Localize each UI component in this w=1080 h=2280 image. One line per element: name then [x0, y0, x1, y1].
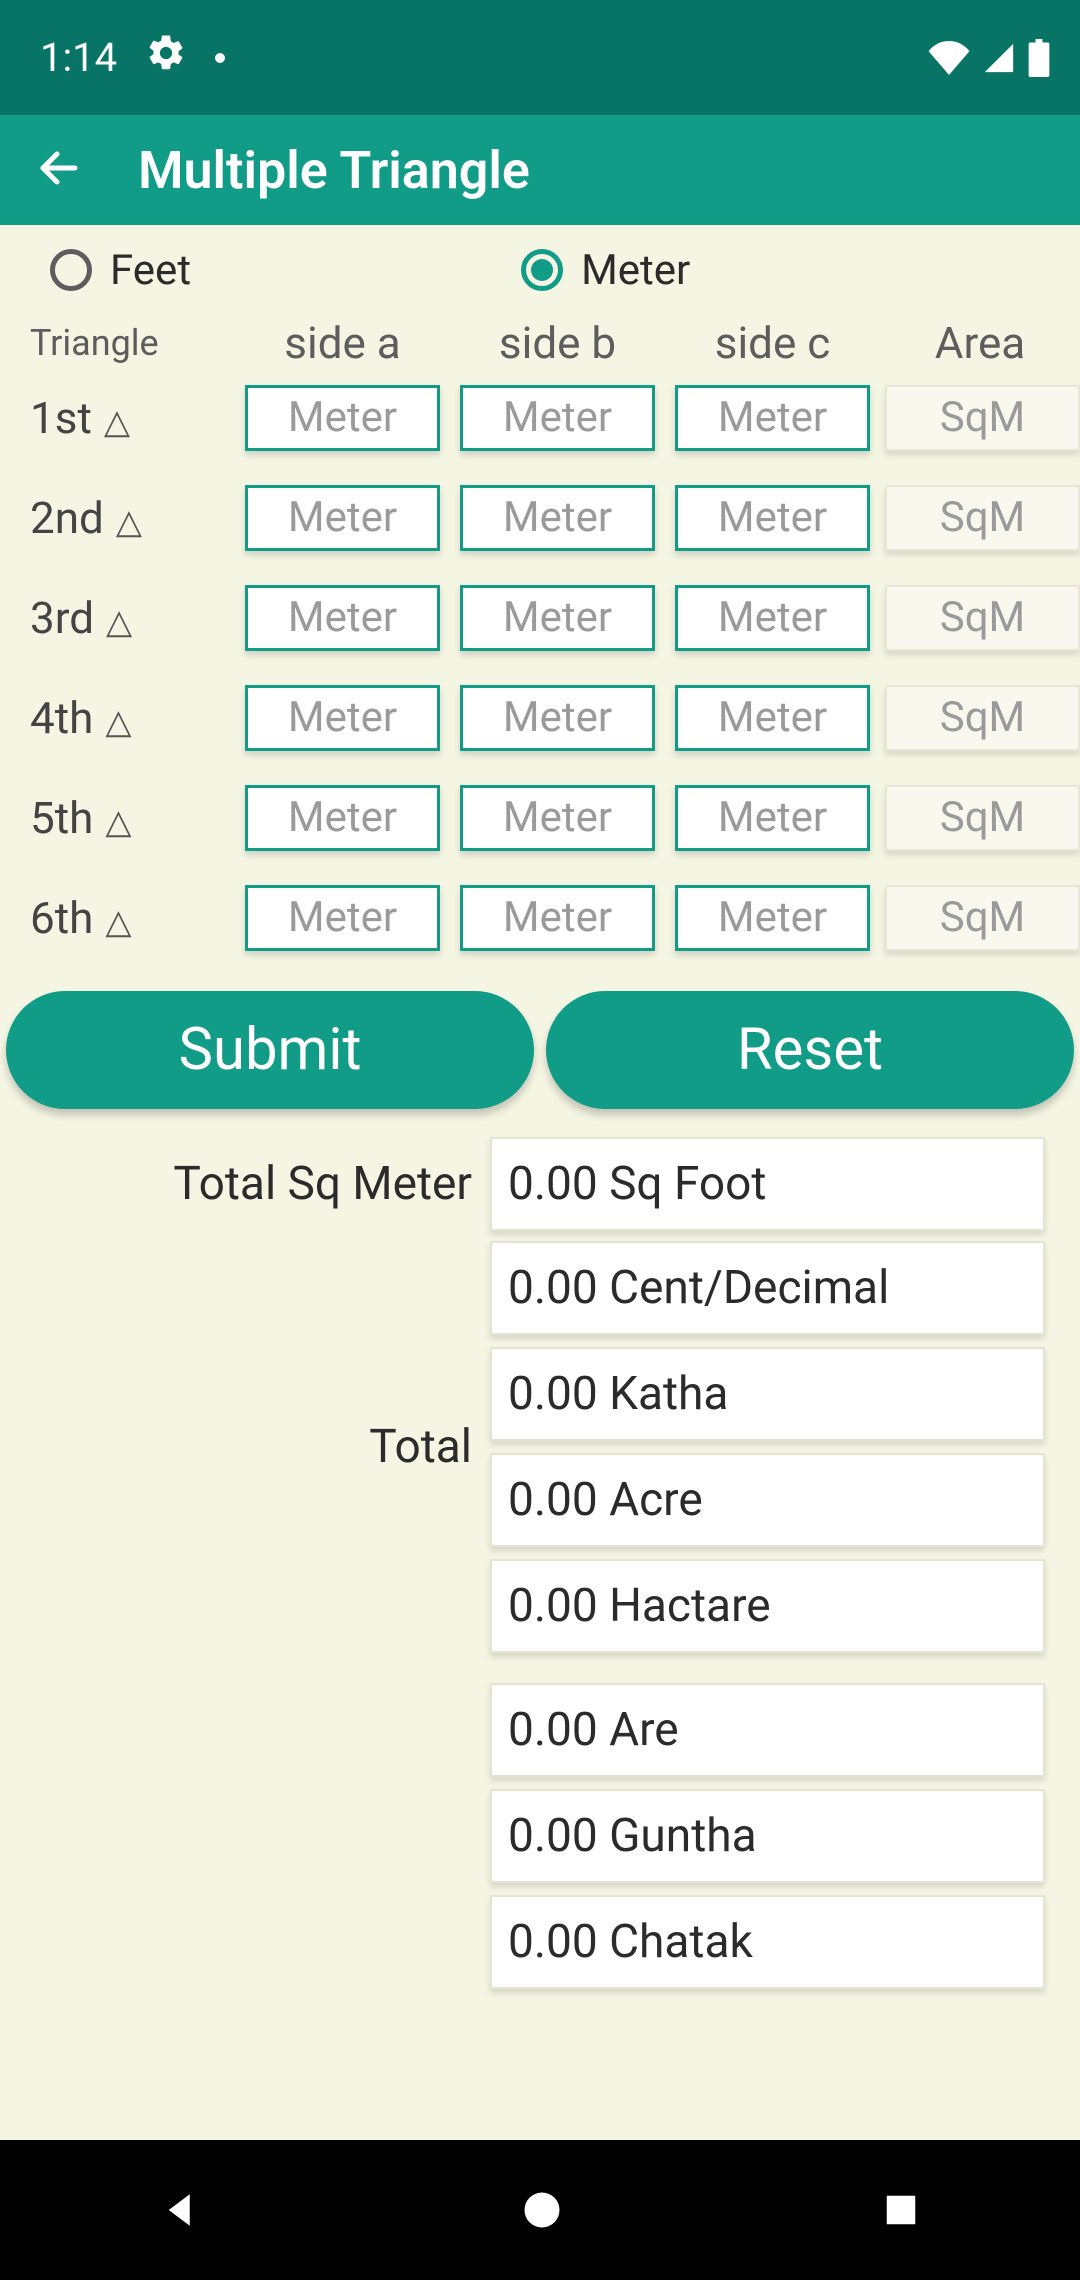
- row-label: 3rd△: [30, 592, 235, 644]
- side-c-input[interactable]: Meter: [675, 385, 870, 451]
- area-output: SqM: [885, 685, 1080, 751]
- table-header: Triangle side a side b side c Area: [30, 317, 1070, 369]
- unit-selector: Feet Meter: [0, 225, 1080, 305]
- triangle-icon: △: [105, 705, 131, 739]
- result-value: 0.00 Chatak: [490, 1895, 1045, 1989]
- col-side-c: side c: [665, 317, 880, 369]
- radio-meter-icon: [521, 249, 563, 291]
- result-value: 0.00 Are: [490, 1683, 1045, 1777]
- side-c-input[interactable]: Meter: [675, 485, 870, 551]
- side-c-input[interactable]: Meter: [675, 585, 870, 651]
- system-nav-bar: [0, 2140, 1080, 2280]
- side-b-input[interactable]: Meter: [460, 785, 655, 851]
- row-label: 4th△: [30, 692, 235, 744]
- result-value: 0.00 Hactare: [490, 1559, 1045, 1653]
- side-c-input[interactable]: Meter: [675, 885, 870, 951]
- side-b-input[interactable]: Meter: [460, 885, 655, 951]
- side-a-input[interactable]: Meter: [245, 885, 440, 951]
- battery-icon: [1028, 39, 1050, 77]
- side-a-input[interactable]: Meter: [245, 785, 440, 851]
- table-row: 4th△MeterMeterMeterSqM: [30, 685, 1070, 751]
- result-value: 0.00 Katha: [490, 1347, 1045, 1441]
- area-output: SqM: [885, 385, 1080, 451]
- action-row: Submit Reset: [0, 985, 1080, 1109]
- reset-button[interactable]: Reset: [546, 991, 1074, 1109]
- result-value: 0.00 Guntha: [490, 1789, 1045, 1883]
- nav-home-icon[interactable]: [521, 2189, 563, 2231]
- triangle-icon: △: [105, 905, 131, 939]
- page-title: Multiple Triangle: [138, 140, 530, 201]
- row-label: 2nd△: [30, 492, 235, 544]
- content: Feet Meter Triangle side a side b side c…: [0, 225, 1080, 2140]
- radio-feet[interactable]: Feet: [50, 246, 191, 295]
- col-triangle: Triangle: [30, 322, 235, 364]
- nav-recent-icon[interactable]: [882, 2191, 920, 2229]
- side-b-input[interactable]: Meter: [460, 485, 655, 551]
- back-icon[interactable]: [35, 144, 83, 196]
- area-output: SqM: [885, 785, 1080, 851]
- results-section: Total Sq Meter 0.00 Sq Foot Total 0.00 C…: [0, 1109, 1080, 1989]
- table-row: 2nd△MeterMeterMeterSqM: [30, 485, 1070, 551]
- table-row: 5th△MeterMeterMeterSqM: [30, 785, 1070, 851]
- row-label: 6th△: [30, 892, 235, 944]
- submit-button[interactable]: Submit: [6, 991, 534, 1109]
- triangle-icon: △: [116, 505, 142, 539]
- wifi-icon: [928, 41, 970, 75]
- area-output: SqM: [885, 885, 1080, 951]
- row-label: 5th△: [30, 792, 235, 844]
- total-label: Total: [0, 1420, 490, 1474]
- status-bar: 1:14: [0, 0, 1080, 115]
- radio-meter-label: Meter: [581, 246, 690, 295]
- col-area: Area: [880, 317, 1080, 369]
- side-b-input[interactable]: Meter: [460, 685, 655, 751]
- radio-feet-label: Feet: [110, 246, 191, 295]
- triangle-table: Triangle side a side b side c Area 1st△M…: [0, 305, 1080, 951]
- triangle-icon: △: [104, 405, 130, 439]
- side-c-input[interactable]: Meter: [675, 785, 870, 851]
- side-c-input[interactable]: Meter: [675, 685, 870, 751]
- total-sqmeter-label: Total Sq Meter: [0, 1157, 490, 1211]
- side-a-input[interactable]: Meter: [245, 685, 440, 751]
- row-label: 1st△: [30, 392, 235, 444]
- status-time: 1:14: [40, 34, 117, 81]
- triangle-icon: △: [105, 805, 131, 839]
- app-bar: Multiple Triangle: [0, 115, 1080, 225]
- settings-icon: [145, 32, 187, 84]
- table-row: 3rd△MeterMeterMeterSqM: [30, 585, 1070, 651]
- side-a-input[interactable]: Meter: [245, 485, 440, 551]
- radio-meter[interactable]: Meter: [521, 246, 690, 295]
- side-b-input[interactable]: Meter: [460, 385, 655, 451]
- col-side-b: side b: [450, 317, 665, 369]
- status-dot-icon: [215, 53, 225, 63]
- col-side-a: side a: [235, 317, 450, 369]
- area-output: SqM: [885, 485, 1080, 551]
- side-b-input[interactable]: Meter: [460, 585, 655, 651]
- nav-back-icon[interactable]: [160, 2189, 202, 2231]
- area-output: SqM: [885, 585, 1080, 651]
- side-a-input[interactable]: Meter: [245, 385, 440, 451]
- table-row: 1st△MeterMeterMeterSqM: [30, 385, 1070, 451]
- triangle-icon: △: [106, 605, 132, 639]
- table-row: 6th△MeterMeterMeterSqM: [30, 885, 1070, 951]
- side-a-input[interactable]: Meter: [245, 585, 440, 651]
- result-value: 0.00 Acre: [490, 1453, 1045, 1547]
- result-value: 0.00 Cent/Decimal: [490, 1241, 1045, 1335]
- status-right: [928, 39, 1050, 77]
- result-value: 0.00 Sq Foot: [490, 1137, 1045, 1231]
- radio-feet-icon: [50, 249, 92, 291]
- signal-icon: [982, 41, 1016, 75]
- status-left: 1:14: [40, 32, 225, 84]
